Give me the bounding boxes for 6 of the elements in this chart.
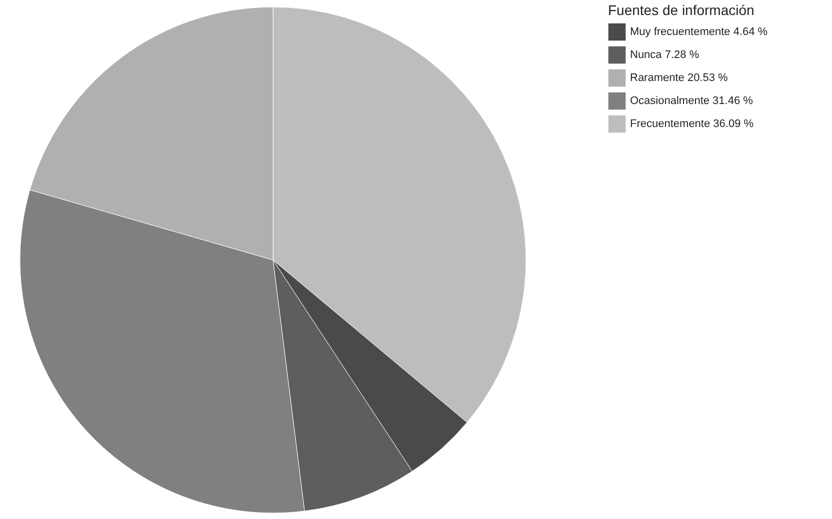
- legend-label: Frecuentemente 36.09 %: [630, 118, 754, 130]
- legend-label: Raramente 20.53 %: [630, 72, 728, 84]
- legend-label: Muy frecuentemente 4.64 %: [630, 26, 768, 38]
- legend-label: Ocasionalmente 31.46 %: [630, 95, 754, 107]
- legend-title: Fuentes de información: [608, 2, 754, 18]
- legend-label: Nunca 7.28 %: [630, 49, 700, 61]
